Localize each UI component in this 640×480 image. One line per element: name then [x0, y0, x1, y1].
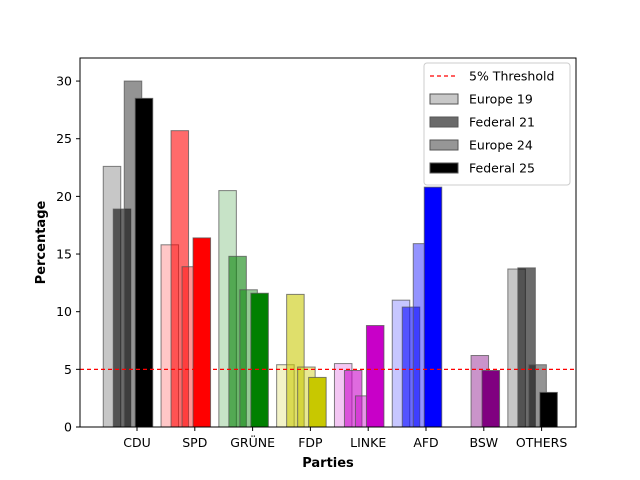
legend-label: 5% Threshold — [469, 69, 554, 84]
legend-label: Federal 21 — [469, 115, 535, 130]
bar-spd-series-4 — [192, 237, 212, 428]
y-tick-label: 10 — [56, 304, 72, 319]
x-tick-label-afd: AFD — [413, 435, 438, 450]
legend: 5% Threshold Europe 19 Federal 21 Europe 24… — [423, 62, 571, 186]
x-tick-label-grüne: GRÜNE — [230, 434, 275, 450]
bar-afd-series-4 — [423, 186, 443, 428]
y-axis: 0 5 10 15 20 25 30 — [56, 74, 80, 435]
x-tick-label-cdu: CDU — [123, 435, 151, 450]
legend-label: Europe 19 — [469, 92, 533, 107]
legend-box — [423, 62, 571, 186]
x-tick-label-bsw: BSW — [469, 435, 498, 450]
x-axis-label: Parties — [302, 456, 354, 471]
y-tick-label: 0 — [64, 420, 72, 435]
y-axis-label: Percentage — [34, 201, 49, 285]
plot-frame — [79, 57, 577, 428]
y-tick-label: 25 — [56, 131, 72, 146]
y-tick-label: 20 — [56, 189, 72, 204]
legend-swatch — [429, 139, 459, 151]
legend-swatch — [429, 162, 459, 174]
legend-swatch — [429, 116, 459, 128]
y-tick-label: 30 — [56, 74, 72, 89]
bar-bsw-series-4 — [481, 370, 501, 428]
bar-grüne-series-4 — [250, 292, 269, 428]
x-axis: CDU SPD GRÜNE FDP LINKE AFD BSW OTHERS — [123, 427, 567, 450]
x-tick-label-others: OTHERS — [516, 435, 567, 450]
bar-linke-series-4 — [365, 325, 385, 428]
x-tick-label-fdp: FDP — [298, 435, 323, 450]
x-tick-label-spd: SPD — [182, 435, 207, 450]
bars-layer — [102, 80, 558, 428]
legend-label: Europe 24 — [469, 138, 533, 153]
y-tick-label: 5 — [64, 362, 72, 377]
y-tick-label: 15 — [56, 247, 72, 262]
legend-swatch — [429, 93, 459, 105]
legend-label: Federal 25 — [469, 161, 535, 176]
bar-others-series-4 — [539, 391, 558, 428]
bar-cdu-series-4 — [134, 97, 154, 428]
bar-fdp-series-4 — [308, 376, 327, 428]
x-tick-label-linke: LINKE — [350, 435, 386, 450]
